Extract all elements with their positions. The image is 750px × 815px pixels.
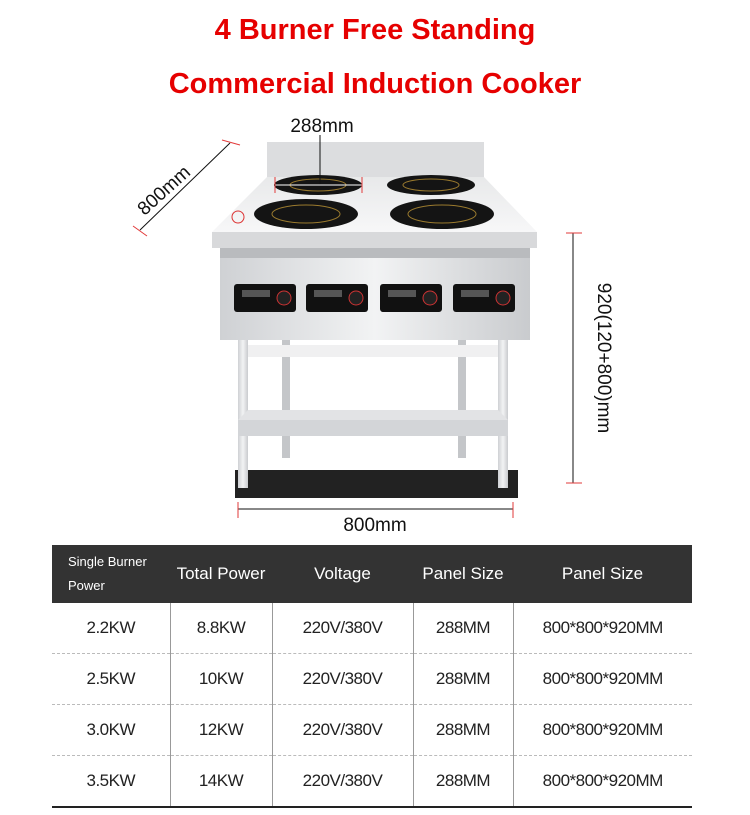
cell: 288MM bbox=[412, 653, 513, 705]
title-line-2: Commercial Induction Cooker bbox=[168, 68, 582, 100]
cell: 800*800*920MM bbox=[512, 603, 692, 654]
cell: 220V/380V bbox=[271, 755, 413, 808]
cell: 8.8KW bbox=[169, 603, 272, 654]
cooker-illustration: 288mm 800mm 920(120+800)mm 800mm bbox=[132, 116, 614, 536]
table-row: 3.0KW 12KW 220V/380V 288MM 800*800*920MM bbox=[52, 704, 692, 756]
control-panels bbox=[234, 284, 515, 312]
spec-table: Single Burner Power Total Power Voltage … bbox=[52, 545, 692, 808]
cell: 800*800*920MM bbox=[512, 704, 692, 756]
cell: 288MM bbox=[412, 603, 513, 654]
cell: 288MM bbox=[412, 755, 513, 808]
header-single-burner-power: Single Burner Power bbox=[52, 545, 170, 603]
table-row: 2.2KW 8.8KW 220V/380V 288MM 800*800*920MM bbox=[52, 603, 692, 654]
burner-diameter-label: 288mm bbox=[290, 116, 353, 137]
cell: 10KW bbox=[169, 653, 272, 705]
cell: 2.2KW bbox=[52, 603, 170, 654]
height-label: 920(120+800)mm bbox=[593, 283, 614, 434]
header-voltage: Voltage bbox=[272, 545, 413, 603]
floor-shadow bbox=[235, 470, 518, 498]
cell: 220V/380V bbox=[271, 603, 413, 654]
header-total-power: Total Power bbox=[170, 545, 272, 603]
table-row: 3.5KW 14KW 220V/380V 288MM 800*800*920MM bbox=[52, 755, 692, 808]
cell: 14KW bbox=[169, 755, 272, 808]
depth-label: 800mm bbox=[134, 162, 195, 220]
backsplash bbox=[267, 142, 484, 177]
cell: 3.5KW bbox=[52, 755, 170, 808]
cell: 2.5KW bbox=[52, 653, 170, 705]
cooktop bbox=[212, 177, 537, 232]
cell: 3.0KW bbox=[52, 704, 170, 756]
width-label: 800mm bbox=[343, 515, 406, 536]
title-line-1: 4 Burner Free Standing bbox=[214, 14, 536, 46]
cell: 220V/380V bbox=[271, 704, 413, 756]
header-panel-size-overall: Panel Size bbox=[513, 545, 692, 603]
cell: 288MM bbox=[412, 704, 513, 756]
table-header-row: Single Burner Power Total Power Voltage … bbox=[52, 545, 692, 603]
table-row: 2.5KW 10KW 220V/380V 288MM 800*800*920MM bbox=[52, 653, 692, 705]
cell: 800*800*920MM bbox=[512, 755, 692, 808]
header-panel-size: Panel Size bbox=[413, 545, 513, 603]
dimension-lines bbox=[132, 135, 582, 518]
legs bbox=[238, 338, 508, 488]
cell: 800*800*920MM bbox=[512, 653, 692, 705]
brand-logo bbox=[231, 210, 245, 224]
cell: 220V/380V bbox=[271, 653, 413, 705]
cell: 12KW bbox=[169, 704, 272, 756]
